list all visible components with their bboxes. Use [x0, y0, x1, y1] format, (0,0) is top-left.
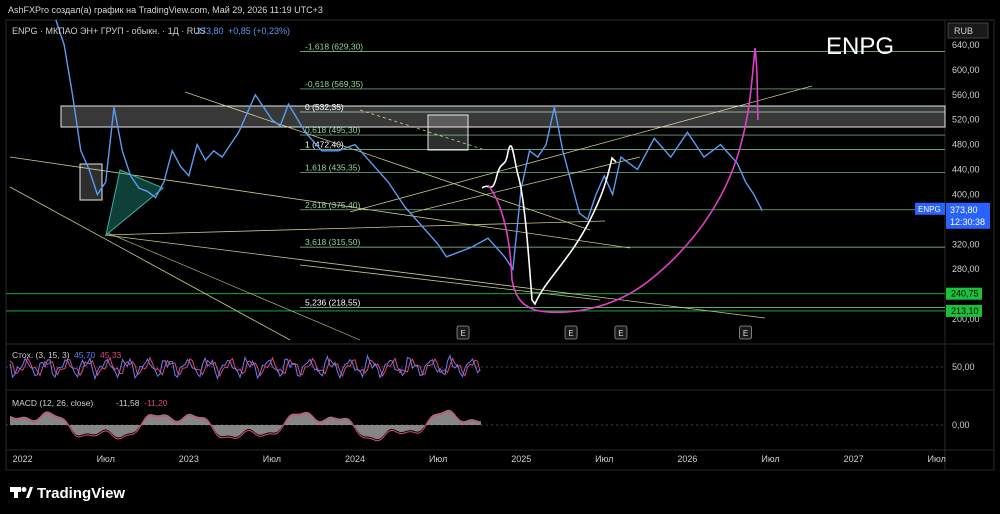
ticker-tag-label: ENPG [918, 205, 941, 214]
trendline [349, 85, 813, 213]
time-tick-label: Июл [761, 454, 779, 464]
macd-value: -11,58 [116, 398, 140, 408]
fib-label: -1,618 (629,30) [305, 42, 363, 52]
stoch-axis-label: 50,00 [952, 362, 975, 372]
time-tick-label: Июл [263, 454, 281, 464]
fib-label: 3,618 (315,50) [305, 237, 360, 247]
stochastic-pane [6, 353, 945, 381]
trendline [107, 232, 361, 341]
macd-title: MACD (12, 26, close) [12, 398, 93, 408]
trendline [9, 186, 291, 341]
time-tick-label: Июл [97, 454, 115, 464]
stoch-d-line [9, 356, 481, 378]
macd-axis-label: 0,00 [952, 420, 970, 430]
price-tick-label: 640,00 [952, 40, 980, 50]
time-axis: 2022 Июл 2023 Июл 2024 Июл 2025 Июл 2026 Июл 2027 И… [13, 454, 946, 464]
stoch-k-value: 45,70 [74, 350, 96, 360]
legend-price: 373,80 [196, 26, 224, 36]
time-tick-label: 2026 [677, 454, 697, 464]
macd-line [9, 410, 482, 442]
fib-levels: -1,618 (629,30) -0,618 (569,35) 0 (532,35)… [6, 42, 945, 312]
price-tick-label: 400,00 [952, 189, 980, 199]
fib-label: 2,618 (375,40) [305, 200, 360, 210]
price-tick-label: 200,00 [952, 314, 980, 324]
fib-label: 5,236 (218,55) [305, 298, 360, 308]
fib-label: -0,618 (569,35) [305, 79, 363, 89]
earnings-badge[interactable] [564, 325, 578, 340]
marker-price-badge [946, 287, 982, 300]
legend-change: +0,85 (+0,23%) [228, 26, 290, 36]
symbol-legend: ENPG · МКПАО ЭН+ ГРУП - обыкн. · 1Д · RU… [12, 26, 206, 36]
price-tick-label: 440,00 [952, 165, 980, 175]
price-tick-label: 280,00 [952, 264, 980, 274]
stoch-k-line [9, 353, 481, 381]
bar-countdown: 12:30:38 [950, 217, 985, 227]
price-tick-label: 480,00 [952, 140, 980, 150]
tradingview-logo-icon [10, 487, 33, 498]
fib-label: 1,618 (435,35) [305, 162, 360, 172]
footer-brand: TradingView [37, 485, 125, 502]
marker-price-label: 213,10 [951, 306, 979, 316]
fib-label: 1 (472,40) [305, 139, 344, 149]
time-tick-label: 2023 [179, 454, 199, 464]
time-tick-label: Июл [928, 454, 946, 464]
earnings-badge[interactable] [739, 325, 752, 340]
currency-badge[interactable] [947, 22, 989, 39]
earnings-label: E [568, 329, 573, 338]
ticker-tag [915, 202, 945, 215]
currency-label: RUB [954, 26, 973, 36]
earnings-label: E [618, 329, 623, 338]
earnings-badge[interactable] [614, 325, 628, 340]
trendline [104, 234, 766, 319]
price-tick-label: 600,00 [952, 65, 980, 75]
price-tick-label: 560,00 [952, 90, 980, 100]
chart-frame [5, 19, 995, 471]
earnings-label: E [460, 329, 465, 338]
fib-label: 0 (532,35) [305, 102, 344, 112]
macd-histogram-area [10, 409, 481, 440]
macd-pane [6, 409, 945, 442]
triangle-pattern [105, 169, 164, 237]
price-tick-label: 320,00 [952, 239, 980, 249]
trendline-dashed [359, 109, 486, 151]
price-axis-labels: ENPG 373,80 12:30:38 240,75 213,10 [915, 202, 990, 317]
current-price-badge [946, 202, 990, 229]
trendline [104, 220, 606, 236]
time-tick-label: Июл [429, 454, 447, 464]
price-series-line [55, 19, 763, 272]
earnings-label: E [743, 329, 748, 338]
marker-price-badge [946, 304, 982, 317]
magenta-forecast-path [487, 47, 759, 314]
earnings-badge[interactable] [456, 325, 470, 340]
time-tick-label: Июл [595, 454, 613, 464]
current-price-value: 373,80 [950, 205, 978, 215]
marker-price-label: 240,75 [951, 289, 979, 299]
resistance-zone [60, 105, 946, 128]
time-tick-label: 2025 [511, 454, 531, 464]
stoch-title: Стох. (3, 15, 3) [12, 350, 70, 360]
trendline [409, 156, 641, 214]
stoch-d-value: 45,33 [100, 350, 122, 360]
time-tick-label: 2022 [13, 454, 33, 464]
macd-signal-value: -11,20 [144, 398, 168, 408]
forecast-drawings [481, 47, 759, 314]
accumulation-box [427, 114, 469, 151]
price-tick-label: 520,00 [952, 115, 980, 125]
accumulation-box [79, 163, 103, 201]
symbol-watermark: ENPG [826, 33, 894, 60]
time-tick-label: 2027 [844, 454, 864, 464]
trendline [299, 264, 601, 301]
trendline [184, 91, 591, 231]
fib-label: 0,618 (495,30) [305, 125, 360, 135]
white-forecast-path [481, 145, 617, 306]
time-tick-label: 2024 [345, 454, 365, 464]
header-caption: AshFXPro создал(а) график на TradingView… [8, 5, 323, 15]
